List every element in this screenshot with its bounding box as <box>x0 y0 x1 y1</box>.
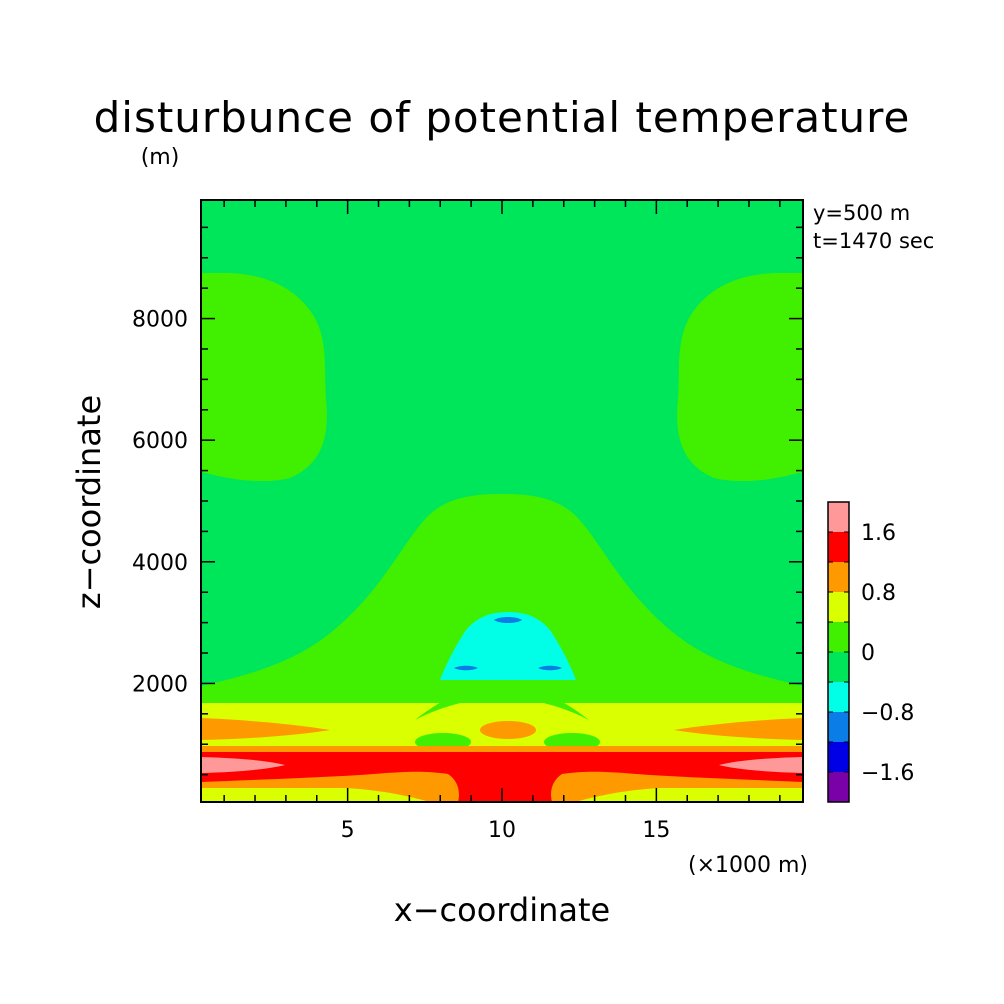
colorbar-swatch <box>828 622 849 652</box>
x-tick-label: 5 <box>341 818 355 843</box>
contour-region-cold-core-top <box>494 617 522 623</box>
x-axis-title: x−coordinate <box>394 891 610 929</box>
x-tick-label: 15 <box>642 818 670 843</box>
axis-tick-labels: 5 10 15 2000 4000 6000 8000 <box>132 308 670 843</box>
axis-ticks <box>201 200 803 802</box>
colorbar-label: −0.8 <box>861 701 914 726</box>
contour-region-orange-left <box>201 718 330 740</box>
contour-region-orange-center <box>480 721 536 739</box>
colorbar-label: −1.6 <box>861 761 914 786</box>
colorbar: 1.6 0.8 0 −0.8 −1.6 <box>827 501 914 803</box>
colorbar-swatch <box>828 652 849 682</box>
colorbar-label: 0 <box>861 641 875 666</box>
x-unit-label: (×1000 m) <box>688 853 808 878</box>
y-tick-label: 6000 <box>132 429 188 454</box>
annotation-t: t=1470 sec <box>813 229 934 253</box>
contour-region-orange-right <box>674 718 803 740</box>
contour-region-central-bell <box>201 494 803 690</box>
colorbar-label: 0.8 <box>861 581 896 606</box>
contour-field <box>201 200 803 802</box>
colorbar-swatch <box>828 592 849 622</box>
y-tick-label: 4000 <box>132 551 188 576</box>
colorbar-swatch <box>828 562 849 592</box>
y-unit-label: (m) <box>141 145 180 170</box>
colorbar-label: 1.6 <box>861 521 896 546</box>
y-tick-label: 2000 <box>132 672 188 697</box>
colorbar-swatch <box>828 772 849 802</box>
y-axis-title: z−coordinate <box>70 395 108 609</box>
contour-region-left-upper <box>201 273 327 482</box>
contour-region-right-upper <box>677 273 803 482</box>
y-tick-label: 8000 <box>132 308 188 333</box>
annotation-y: y=500 m <box>813 201 910 225</box>
contour-region-cold-core-left <box>454 665 478 671</box>
colorbar-swatch <box>828 532 849 562</box>
contour-band-red <box>201 752 803 802</box>
chart-title: disturbunce of potential temperature <box>94 93 911 142</box>
contour-region-pink-left <box>201 757 285 773</box>
contour-region-pink-right <box>719 757 803 773</box>
contour-region-cold-core-right <box>538 665 562 671</box>
colorbar-swatch <box>828 742 849 772</box>
colorbar-swatch <box>828 712 849 742</box>
contour-region-cold-bubble <box>440 612 576 680</box>
colorbar-swatch <box>828 682 849 712</box>
x-tick-label: 10 <box>488 818 516 843</box>
colorbar-swatch <box>828 502 849 532</box>
contour-region-green-wedge <box>415 682 589 720</box>
